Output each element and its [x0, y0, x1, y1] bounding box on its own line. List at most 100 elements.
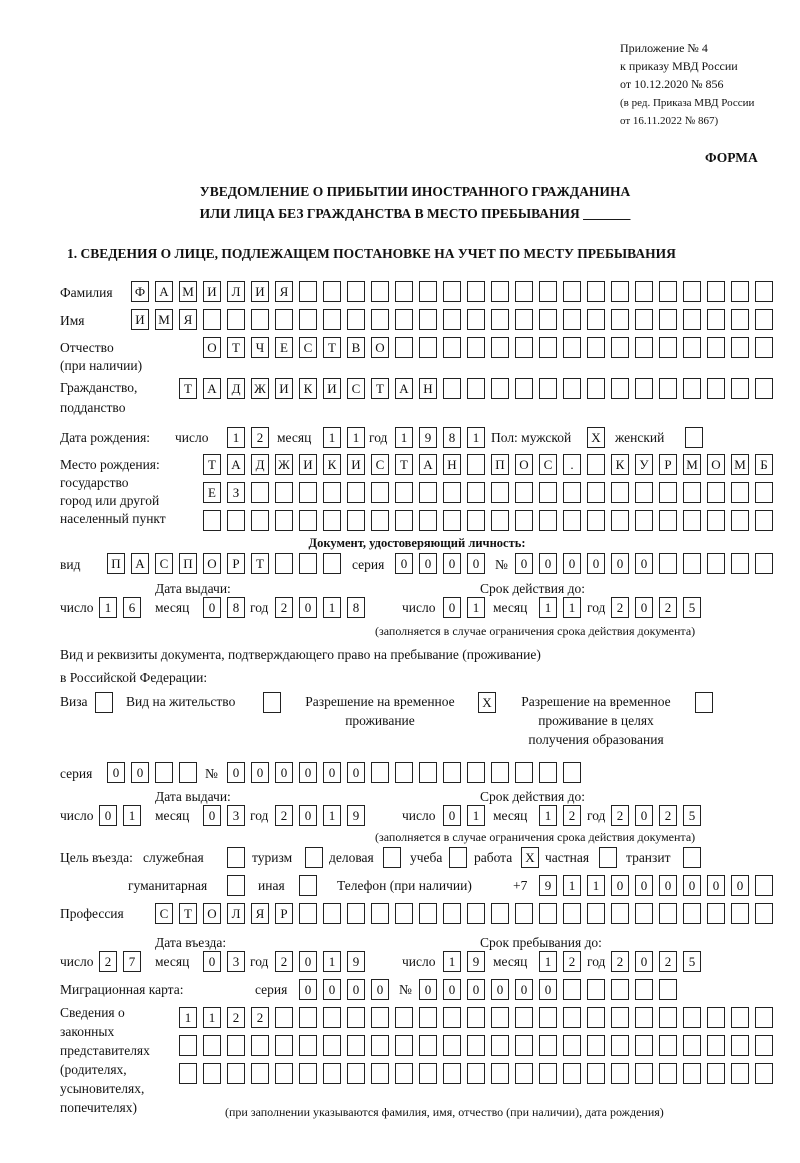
stay-date-left-day-cell[interactable]: 0	[99, 805, 117, 826]
patronymic-cell[interactable]: О	[371, 337, 389, 358]
migration-number-cell[interactable]: 0	[491, 979, 509, 1000]
stay-date-right-year-cell[interactable]: 2	[611, 805, 629, 826]
representatives-line2-cell[interactable]	[179, 1035, 197, 1056]
birth-year-cell[interactable]: 9	[419, 427, 437, 448]
birthplace-line3-cell[interactable]	[611, 510, 629, 531]
phone-cell[interactable]: 0	[683, 875, 701, 896]
representatives-line2-cell[interactable]	[395, 1035, 413, 1056]
entry-date-left-year-cell[interactable]: 2	[275, 951, 293, 972]
phone-cell[interactable]: 0	[707, 875, 725, 896]
stay-series-cell[interactable]	[179, 762, 197, 783]
name-cell[interactable]	[755, 309, 773, 330]
birthplace-line2-cell[interactable]	[683, 482, 701, 503]
representatives-line3-cell[interactable]	[467, 1063, 485, 1084]
stay-date-left-month-cell[interactable]: 0	[203, 805, 221, 826]
citizenship-cell[interactable]	[539, 378, 557, 399]
birthplace-line3-cell[interactable]	[251, 510, 269, 531]
representatives-line1-cell[interactable]	[635, 1007, 653, 1028]
migration-series-cell[interactable]: 0	[347, 979, 365, 1000]
stay-date-right-year-cell[interactable]: 0	[635, 805, 653, 826]
birthplace-line2-cell[interactable]: З	[227, 482, 245, 503]
patronymic-cell[interactable]: С	[299, 337, 317, 358]
birthplace-line2-cell[interactable]	[323, 482, 341, 503]
representatives-line1-cell[interactable]	[419, 1007, 437, 1028]
representatives-line1-cell[interactable]	[275, 1007, 293, 1028]
doc-date-left-year-cell[interactable]: 8	[347, 597, 365, 618]
representatives-line3-cell[interactable]	[635, 1063, 653, 1084]
doc-number-cell[interactable]: 0	[539, 553, 557, 574]
stay-number-cell[interactable]: 0	[251, 762, 269, 783]
representatives-line1-cell[interactable]	[659, 1007, 677, 1028]
profession-cell[interactable]	[395, 903, 413, 924]
name-cell[interactable]	[467, 309, 485, 330]
birthplace-line3-cell[interactable]	[371, 510, 389, 531]
birthplace-line3-cell[interactable]	[731, 510, 749, 531]
surname-cell[interactable]: Л	[227, 281, 245, 302]
birth-month-cell[interactable]: 1	[347, 427, 365, 448]
migration-number-cell[interactable]: 0	[539, 979, 557, 1000]
purpose-4-checkbox-cell[interactable]: X	[521, 847, 539, 868]
citizenship-cell[interactable]: А	[203, 378, 221, 399]
name-cell[interactable]	[251, 309, 269, 330]
name-cell[interactable]	[347, 309, 365, 330]
citizenship-cell[interactable]: А	[395, 378, 413, 399]
stay-date-right-day-cell[interactable]: 0	[443, 805, 461, 826]
residence-checkbox-cell[interactable]	[263, 692, 281, 713]
doc-number-cell[interactable]	[683, 553, 701, 574]
representatives-line1-cell[interactable]: 2	[251, 1007, 269, 1028]
representatives-line1-cell[interactable]	[347, 1007, 365, 1028]
surname-cell[interactable]	[299, 281, 317, 302]
name-cell[interactable]	[659, 309, 677, 330]
birthplace-line2-cell[interactable]	[443, 482, 461, 503]
surname-cell[interactable]: А	[155, 281, 173, 302]
name-cell[interactable]	[299, 309, 317, 330]
migration-number-cell[interactable]: 0	[515, 979, 533, 1000]
representatives-line3-cell[interactable]	[611, 1063, 629, 1084]
birthplace-line3-cell[interactable]	[635, 510, 653, 531]
birthplace-line3-cell[interactable]	[683, 510, 701, 531]
representatives-line2-cell[interactable]	[731, 1035, 749, 1056]
entry-date-left-year-cell[interactable]: 9	[347, 951, 365, 972]
patronymic-cell[interactable]	[731, 337, 749, 358]
doc-date-right-year-cell[interactable]: 2	[611, 597, 629, 618]
stay-number-cell[interactable]	[371, 762, 389, 783]
representatives-line1-cell[interactable]	[755, 1007, 773, 1028]
birthplace-line1-cell[interactable]: У	[635, 454, 653, 475]
doc-number-cell[interactable]: 0	[587, 553, 605, 574]
entry-date-right-month-cell[interactable]: 1	[539, 951, 557, 972]
name-cell[interactable]	[611, 309, 629, 330]
entry-date-left-day-cell[interactable]: 2	[99, 951, 117, 972]
birthplace-line3-cell[interactable]	[419, 510, 437, 531]
entry-date-right-day-cell[interactable]: 9	[467, 951, 485, 972]
birthplace-line2-cell[interactable]	[371, 482, 389, 503]
profession-cell[interactable]	[443, 903, 461, 924]
birth-month-cell[interactable]: 1	[323, 427, 341, 448]
doc-number-cell[interactable]: 0	[635, 553, 653, 574]
patronymic-cell[interactable]: Т	[323, 337, 341, 358]
male-checkbox-cell[interactable]: X	[587, 427, 605, 448]
entry-date-left-year-cell[interactable]: 1	[323, 951, 341, 972]
doc-type-cell[interactable]: С	[155, 553, 173, 574]
representatives-line2-cell[interactable]	[323, 1035, 341, 1056]
citizenship-cell[interactable]	[683, 378, 701, 399]
birthplace-line1-cell[interactable]	[467, 454, 485, 475]
surname-cell[interactable]	[395, 281, 413, 302]
name-cell[interactable]	[395, 309, 413, 330]
profession-cell[interactable]	[467, 903, 485, 924]
birthplace-line3-cell[interactable]	[755, 510, 773, 531]
birthplace-line2-cell[interactable]: Е	[203, 482, 221, 503]
birthplace-line1-cell[interactable]: Ж	[275, 454, 293, 475]
stay-date-left-month-cell[interactable]: 3	[227, 805, 245, 826]
profession-cell[interactable]	[515, 903, 533, 924]
representatives-line1-cell[interactable]	[587, 1007, 605, 1028]
entry-date-right-year-cell[interactable]: 2	[611, 951, 629, 972]
citizenship-cell[interactable]	[515, 378, 533, 399]
doc-date-right-day-cell[interactable]: 1	[467, 597, 485, 618]
surname-cell[interactable]	[467, 281, 485, 302]
profession-cell[interactable]	[731, 903, 749, 924]
purpose-7-checkbox-cell[interactable]	[227, 875, 245, 896]
name-cell[interactable]	[491, 309, 509, 330]
profession-cell[interactable]: Т	[179, 903, 197, 924]
birthplace-line3-cell[interactable]	[659, 510, 677, 531]
representatives-line3-cell[interactable]	[731, 1063, 749, 1084]
